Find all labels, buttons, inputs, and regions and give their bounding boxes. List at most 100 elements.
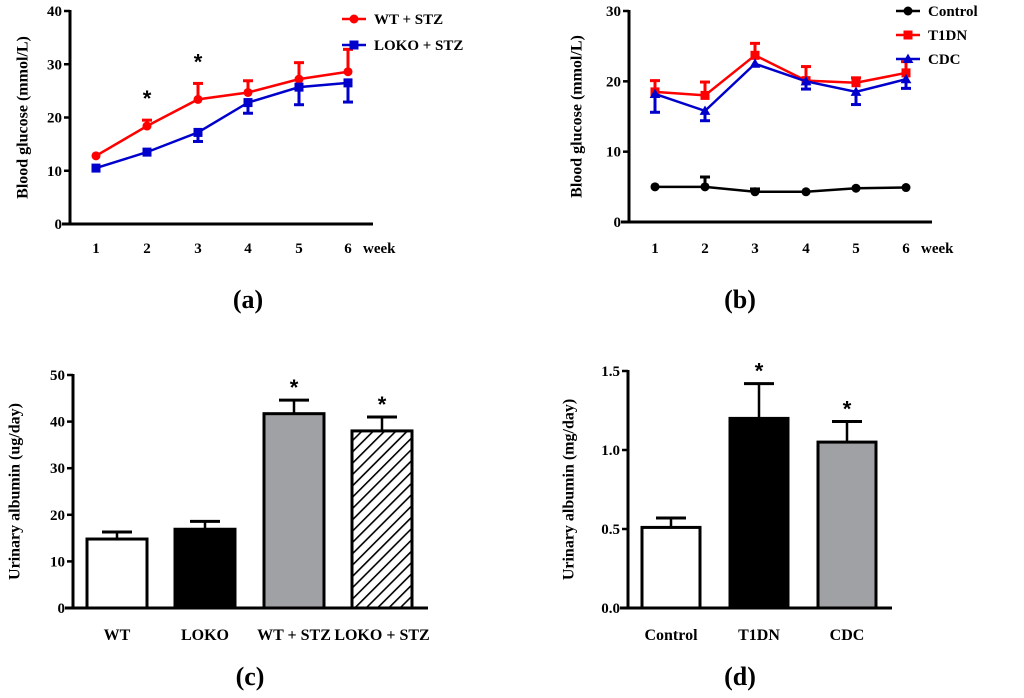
bar-group: T1DN bbox=[728, 382, 790, 644]
data-point bbox=[700, 182, 710, 192]
panel-label: (b) bbox=[724, 285, 756, 314]
y-tick-label: 0.0 bbox=[601, 601, 620, 617]
data-point bbox=[750, 187, 760, 197]
x-tick-label: 3 bbox=[194, 241, 202, 257]
series-cdc bbox=[649, 58, 912, 123]
legend-label: WT + STZ bbox=[374, 12, 443, 28]
bar bbox=[262, 412, 326, 610]
panel-c-chart: 0 10 20 30 40 50 Urinary albumin (ug/day) (c) WT… bbox=[7, 368, 430, 691]
data-point bbox=[800, 75, 812, 86]
data-point bbox=[91, 163, 101, 173]
y-axis-title: Urinary albumin (ug/day) bbox=[7, 403, 24, 580]
series-line bbox=[655, 185, 907, 194]
bar bbox=[350, 429, 414, 610]
y-tick-label: 40 bbox=[50, 415, 65, 431]
legend-item: Control bbox=[896, 4, 978, 20]
legend-marker bbox=[903, 30, 913, 40]
series-line bbox=[95, 70, 349, 157]
category-label: WT bbox=[104, 627, 131, 644]
category-label: CDC bbox=[830, 627, 865, 644]
significance-star: * bbox=[755, 359, 764, 384]
significance-star: * bbox=[143, 86, 152, 111]
panel-label: (d) bbox=[724, 662, 756, 691]
y-tick-label: 10 bbox=[606, 145, 621, 161]
legend-label: CDC bbox=[928, 52, 961, 68]
data-point bbox=[901, 68, 911, 78]
data-point bbox=[243, 98, 253, 108]
data-point bbox=[193, 94, 203, 104]
legend-marker bbox=[902, 53, 914, 64]
bar-group: LOKO + STZ bbox=[334, 415, 430, 644]
data-point bbox=[294, 74, 304, 84]
x-tick-label: 4 bbox=[244, 241, 252, 257]
data-point bbox=[851, 183, 861, 193]
y-tick-label: 10 bbox=[50, 554, 65, 570]
y-tick-label: 30 bbox=[47, 57, 62, 73]
bar-group: WT bbox=[85, 530, 149, 644]
data-point bbox=[650, 182, 660, 192]
y-tick-label: 50 bbox=[50, 368, 65, 384]
panel-b-chart: 0 10 20 30 Blood glucose (mmol/L) (b) 1 2 3 4 5 6 we… bbox=[569, 4, 978, 314]
y-axis-title: Blood glucose (mmol/L) bbox=[569, 35, 586, 198]
category-label: T1DN bbox=[738, 627, 780, 644]
y-axis-title: Urinary albumin (mg/day) bbox=[561, 399, 578, 580]
data-point bbox=[142, 121, 152, 131]
legend-item: T1DN bbox=[896, 28, 967, 44]
bar-group: CDC bbox=[816, 420, 878, 644]
y-tick-label: 20 bbox=[47, 111, 62, 127]
x-axis-title: week bbox=[921, 241, 954, 257]
y-tick-label: 0.5 bbox=[601, 522, 620, 538]
data-point bbox=[700, 90, 710, 100]
legend-marker bbox=[903, 6, 913, 16]
legend-marker bbox=[349, 40, 359, 50]
x-tick-label: 5 bbox=[852, 241, 860, 257]
series-line bbox=[95, 81, 349, 170]
x-tick-label: 1 bbox=[92, 241, 100, 257]
legend-marker bbox=[349, 14, 359, 24]
bar bbox=[173, 527, 237, 610]
series-line bbox=[654, 62, 907, 113]
bar-group: Control bbox=[640, 516, 702, 644]
data-point bbox=[91, 151, 101, 161]
data-point bbox=[193, 127, 203, 137]
data-point bbox=[851, 78, 861, 88]
x-axis-title: week bbox=[363, 241, 396, 257]
data-point bbox=[850, 86, 862, 96]
panel-d-chart: 0.0 0.5 1.0 1.5 Urinary albumin (mg/day) (d) C… bbox=[561, 359, 892, 691]
x-tick-label: 2 bbox=[143, 241, 151, 257]
y-tick-label: 20 bbox=[606, 74, 621, 90]
y-tick-label: 1.0 bbox=[601, 443, 620, 459]
bar-group: LOKO bbox=[173, 519, 237, 644]
data-point bbox=[749, 58, 761, 68]
bar-group: WT + STZ bbox=[257, 398, 331, 644]
bar bbox=[85, 537, 149, 610]
y-tick-label: 40 bbox=[47, 4, 62, 20]
data-point bbox=[343, 78, 353, 88]
legend-label: Control bbox=[928, 4, 978, 20]
legend-item: CDC bbox=[896, 52, 961, 68]
series-control bbox=[650, 175, 911, 197]
legend-label: T1DN bbox=[928, 28, 967, 44]
series-loko-stz bbox=[91, 78, 353, 173]
y-tick-label: 0 bbox=[614, 215, 622, 231]
category-label: Control bbox=[644, 627, 698, 644]
data-point bbox=[649, 88, 661, 99]
series-line bbox=[654, 53, 907, 97]
x-tick-label: 6 bbox=[344, 241, 352, 257]
x-tick-label: 2 bbox=[701, 241, 709, 257]
x-tick-label: 4 bbox=[802, 241, 810, 257]
category-label: LOKO + STZ bbox=[334, 627, 429, 644]
x-tick-label: 6 bbox=[902, 241, 910, 257]
data-point bbox=[343, 67, 353, 77]
data-point bbox=[801, 187, 811, 197]
bar bbox=[640, 525, 702, 610]
data-point bbox=[142, 147, 152, 157]
y-tick-label: 1.5 bbox=[601, 364, 620, 380]
significance-star: * bbox=[843, 397, 852, 422]
x-tick-label: 5 bbox=[295, 241, 303, 257]
panel-a-chart: 0 10 20 30 40 Blood glucose (mmol/L) (a) 1 2 3 4 5 6… bbox=[15, 4, 464, 314]
significance-star: * bbox=[378, 392, 387, 417]
significance-star: * bbox=[290, 375, 299, 400]
y-tick-label: 10 bbox=[47, 164, 62, 180]
